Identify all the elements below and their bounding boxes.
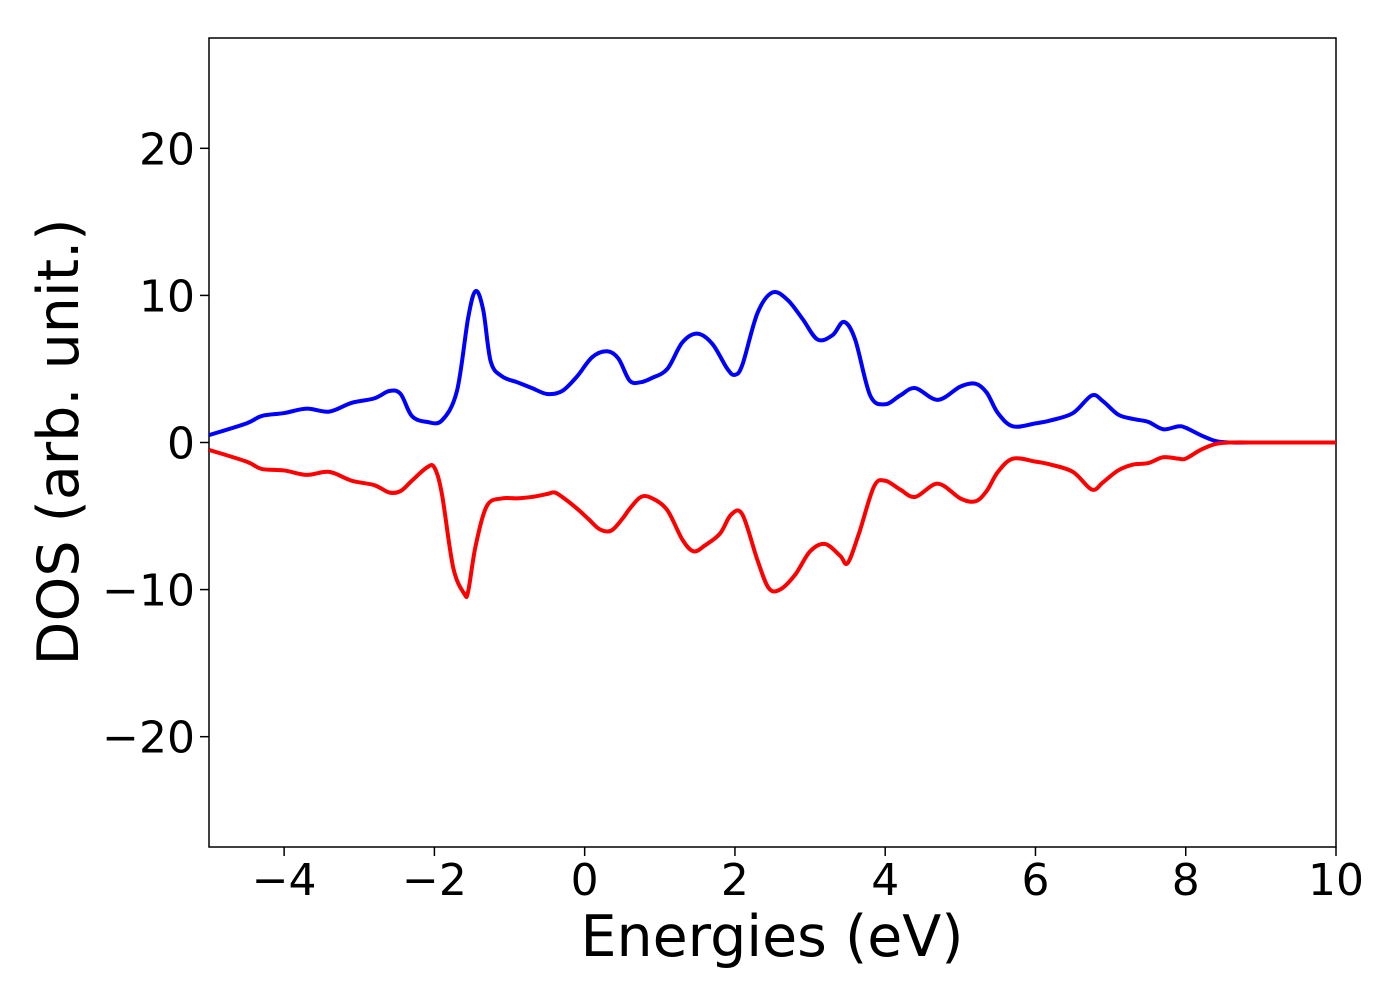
plot-frame (208, 37, 1337, 848)
y-tick-label: −20 (102, 713, 195, 764)
y-axis-ticks: 20 10 0 −10 −20 (102, 124, 209, 764)
x-tick-label: 6 (1021, 855, 1049, 906)
y-tick-label: −10 (102, 566, 195, 617)
x-tick-label: 8 (1172, 855, 1200, 906)
x-tick-label: −4 (252, 855, 317, 906)
y-axis-title: DOS (arb. unit.) (26, 219, 92, 666)
series-layer (209, 288, 1336, 600)
x-axis-ticks: −4 −2 0 2 4 6 8 10 (252, 847, 1364, 906)
x-tick-label: 0 (571, 855, 599, 906)
x-tick-label: 4 (871, 855, 899, 906)
y-tick-label: 10 (139, 271, 195, 322)
y-tick-label: 20 (139, 124, 195, 175)
series-line-spin-up (209, 288, 1336, 445)
plot-area (208, 37, 1337, 848)
x-tick-label: −2 (402, 855, 467, 906)
x-tick-label: 2 (721, 855, 749, 906)
series-line-spin-down (209, 440, 1336, 600)
y-tick-label: 0 (167, 419, 195, 470)
x-tick-label: 10 (1308, 855, 1364, 906)
x-axis-title: Energies (eV) (580, 904, 963, 970)
